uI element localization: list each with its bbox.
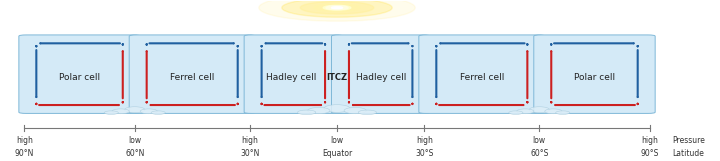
- Text: high: high: [416, 136, 433, 145]
- Circle shape: [282, 0, 392, 17]
- Text: high: high: [241, 136, 258, 145]
- Ellipse shape: [307, 107, 330, 114]
- Text: high: high: [16, 136, 33, 145]
- Text: high: high: [642, 136, 658, 145]
- Ellipse shape: [529, 107, 549, 113]
- Circle shape: [300, 1, 374, 14]
- Text: Hadley cell: Hadley cell: [356, 73, 406, 82]
- Ellipse shape: [104, 111, 118, 114]
- Text: Polar cell: Polar cell: [59, 73, 100, 82]
- Circle shape: [331, 7, 343, 9]
- Text: Pressure: Pressure: [672, 136, 706, 145]
- FancyBboxPatch shape: [419, 35, 545, 113]
- Ellipse shape: [324, 105, 350, 112]
- Text: Ferrel cell: Ferrel cell: [459, 73, 504, 82]
- Text: Polar cell: Polar cell: [574, 73, 615, 82]
- Text: ITCZ: ITCZ: [326, 73, 348, 82]
- Ellipse shape: [545, 109, 562, 114]
- Text: Ferrel cell: Ferrel cell: [170, 73, 215, 82]
- Text: Latitude: Latitude: [672, 149, 704, 158]
- Text: 60°N: 60°N: [125, 149, 145, 158]
- Ellipse shape: [112, 109, 130, 114]
- Text: 90°N: 90°N: [14, 149, 34, 158]
- Ellipse shape: [517, 109, 534, 114]
- Text: 60°S: 60°S: [530, 149, 549, 158]
- Circle shape: [326, 6, 348, 10]
- FancyBboxPatch shape: [129, 35, 255, 113]
- Ellipse shape: [151, 111, 165, 114]
- Text: low: low: [128, 136, 141, 145]
- Text: low: low: [533, 136, 546, 145]
- Ellipse shape: [509, 111, 523, 114]
- Circle shape: [323, 5, 351, 10]
- Text: 90°S: 90°S: [641, 149, 659, 158]
- Text: Equator: Equator: [322, 149, 352, 158]
- Ellipse shape: [359, 110, 377, 115]
- FancyBboxPatch shape: [244, 35, 343, 113]
- Text: low: low: [330, 136, 343, 145]
- Text: Hadley cell: Hadley cell: [266, 73, 316, 82]
- FancyBboxPatch shape: [331, 35, 430, 113]
- Ellipse shape: [556, 111, 570, 114]
- FancyBboxPatch shape: [534, 35, 655, 113]
- Circle shape: [314, 4, 360, 12]
- FancyBboxPatch shape: [19, 35, 140, 113]
- Circle shape: [259, 0, 415, 21]
- Ellipse shape: [297, 110, 316, 115]
- Ellipse shape: [140, 109, 158, 114]
- Ellipse shape: [125, 107, 145, 113]
- Text: 30°S: 30°S: [415, 149, 433, 158]
- Ellipse shape: [344, 107, 366, 114]
- Text: 30°N: 30°N: [240, 149, 259, 158]
